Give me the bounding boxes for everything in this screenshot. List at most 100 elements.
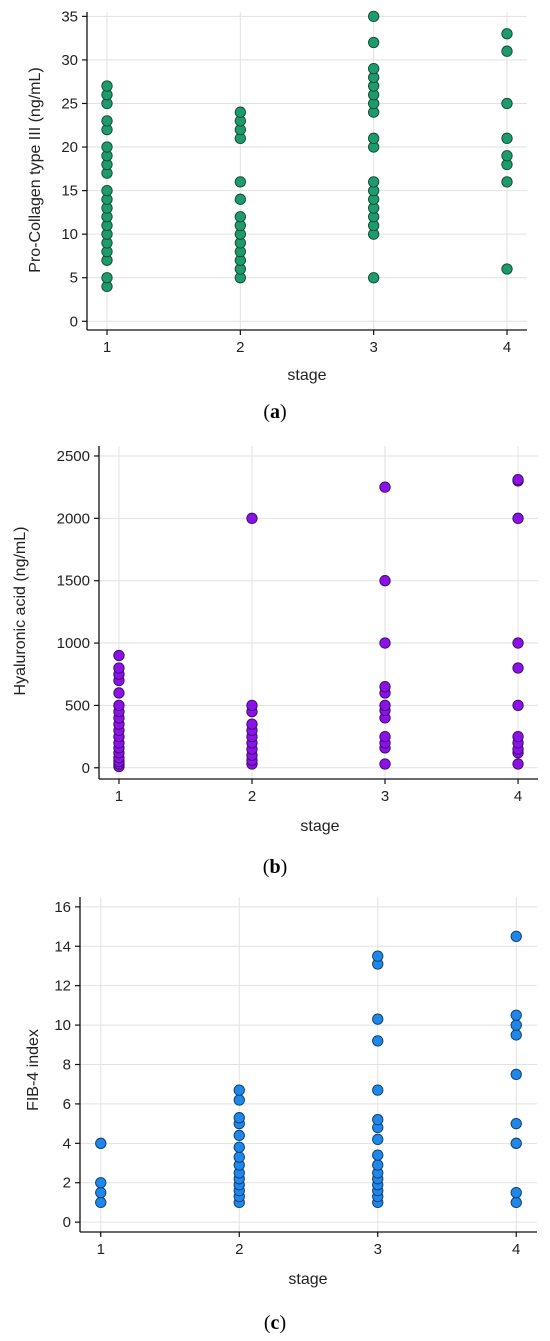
- panel-b-point-49: [512, 512, 524, 524]
- panel-a-point-10: [101, 184, 113, 197]
- panel-c-point-26: [372, 1133, 384, 1146]
- panel-c-xtick-label-2: 3: [374, 1241, 382, 1258]
- panel-b-point-46: [512, 699, 524, 712]
- panel-b-xlabel: stage: [300, 818, 339, 835]
- panel-a-point-41: [368, 176, 380, 188]
- panel-b-point-29: [379, 758, 391, 770]
- panel-c-point-41: [510, 1009, 522, 1021]
- panel-a-xtick-label-3: 4: [503, 339, 511, 356]
- panel-a-point-43: [368, 132, 380, 144]
- panel-a-grid: [87, 12, 527, 330]
- panel-c-point-30: [372, 1035, 384, 1047]
- panel-a-xtick-label-1: 2: [236, 339, 244, 356]
- panel-b-point-17: [113, 649, 125, 662]
- panel-c-xtick-label-0: 1: [97, 1241, 105, 1258]
- panel-b-ytick-label-3: 1500: [57, 573, 90, 590]
- panel-b-caption: (b): [263, 856, 287, 878]
- panel-c-point-2: [95, 1177, 107, 1189]
- panel-b-point-45: [512, 730, 524, 743]
- panel-a-point-55: [501, 150, 513, 162]
- panel-c-point-37: [510, 1117, 522, 1130]
- panel-a-point-49: [368, 62, 380, 75]
- panel-b-point-39: [379, 575, 391, 587]
- panel-c-point-34: [510, 1196, 522, 1209]
- panel-a-point-53: [501, 176, 513, 188]
- panel-b-xtick-label-2: 3: [381, 788, 389, 805]
- panel-c-point-16: [233, 1094, 245, 1106]
- panel-c-ylabel: FIB-4 index: [25, 1029, 42, 1111]
- panel-a: 0 5 10 15 20 25 30 35 1 2 3 4 stage Pro-Collagen ty…: [27, 8, 527, 423]
- panel-a-ytick-label-1: 5: [70, 270, 78, 287]
- panel-c-point-39: [510, 1029, 522, 1041]
- panel-b-xtick-label-3: 4: [514, 788, 522, 805]
- panel-c-point-36: [510, 1137, 522, 1149]
- panel-c-ytick-label-7: 14: [54, 938, 71, 955]
- panel-b-point-12: [113, 699, 125, 712]
- panel-b-point-47: [512, 662, 524, 674]
- panel-c-ytick-label-0: 0: [63, 1214, 71, 1231]
- panel-c-point-42: [510, 930, 522, 943]
- panel-c-point-33: [372, 950, 384, 962]
- panel-c-point-24: [372, 1159, 384, 1171]
- panel-a-xtick-label-0: 1: [103, 339, 111, 356]
- panel-c-point-1: [95, 1186, 107, 1199]
- panel-a-xlabel: stage: [287, 367, 326, 384]
- panel-a-ytick-label-0: 0: [70, 313, 78, 330]
- panel-b-ylabel: Hyaluronic acid (ng/mL): [12, 527, 29, 696]
- panel-c-point-38: [510, 1068, 522, 1081]
- panel-c-ytick-label-5: 10: [54, 1017, 71, 1034]
- panel-a-ytick-label-7: 35: [61, 8, 78, 25]
- panel-a-point-1: [101, 272, 113, 284]
- panel-a-point-19: [101, 80, 113, 92]
- panel-b-ytick-label-0: 0: [82, 760, 90, 777]
- panel-c-xlabel: stage: [288, 1271, 327, 1288]
- panel-b-point-28: [246, 512, 258, 524]
- panel-b-point-27: [246, 699, 258, 712]
- panel-c-point-0: [95, 1196, 107, 1209]
- panel-b-xtick-label-1: 2: [248, 788, 256, 805]
- panel-a-point-58: [501, 45, 513, 57]
- panel-b-grid: [99, 446, 538, 779]
- panel-a-ytick-label-4: 20: [61, 139, 78, 156]
- panel-b-point-16: [113, 662, 125, 674]
- panel-b-point-51: [512, 474, 524, 486]
- panel-a-point-57: [501, 97, 513, 110]
- panel-b: 0 500 1000 1500 2000 2500 1 2 3 4 stage Hyaluroni…: [12, 446, 538, 878]
- panel-a-point-51: [368, 10, 380, 23]
- panel-a-point-59: [501, 28, 513, 40]
- panel-b-ytick-label-1: 500: [65, 697, 90, 714]
- panel-a-point-27: [234, 211, 246, 223]
- panel-a-point-29: [234, 176, 246, 188]
- panel-a-ytick-label-3: 15: [61, 183, 78, 200]
- panel-b-ytick-label-5: 2500: [57, 448, 90, 465]
- panel-c-points: [95, 930, 522, 1209]
- panel-c-point-15: [233, 1112, 245, 1124]
- panel-c-ytick-label-3: 6: [63, 1096, 71, 1113]
- panel-a-point-16: [101, 115, 113, 127]
- panel-a-ytick-label-5: 25: [61, 95, 78, 112]
- panel-a-ytick-label-6: 30: [61, 52, 78, 69]
- panel-b-xtick-label-0: 1: [115, 788, 123, 805]
- panel-c-point-25: [372, 1149, 384, 1161]
- panel-c-point-3: [95, 1137, 107, 1149]
- panel-a-caption: (a): [263, 401, 286, 423]
- panel-b-point-25: [246, 718, 258, 730]
- panel-b-points: [113, 474, 524, 773]
- panel-a-point-33: [234, 106, 246, 118]
- panel-b-point-35: [379, 699, 391, 712]
- panel-a-axes: 0 5 10 15 20 25 30 35 1 2 3 4: [61, 8, 527, 356]
- panel-a-ytick-label-2: 10: [61, 226, 78, 243]
- panel-b-point-37: [379, 681, 391, 693]
- panel-b-axes: 0 500 1000 1500 2000 2500 1 2 3 4: [57, 446, 538, 805]
- panel-c-point-13: [233, 1129, 245, 1142]
- panel-b-point-38: [379, 637, 391, 649]
- panel-a-ylabel: Pro-Collagen type III (ng/mL): [27, 67, 44, 272]
- panel-c-point-28: [372, 1114, 384, 1126]
- panel-c-point-29: [372, 1084, 384, 1096]
- panel-b-ytick-label-2: 1000: [57, 635, 90, 652]
- panel-a-point-56: [501, 132, 513, 144]
- panel-b-point-48: [512, 637, 524, 649]
- panel-a-point-14: [101, 141, 113, 153]
